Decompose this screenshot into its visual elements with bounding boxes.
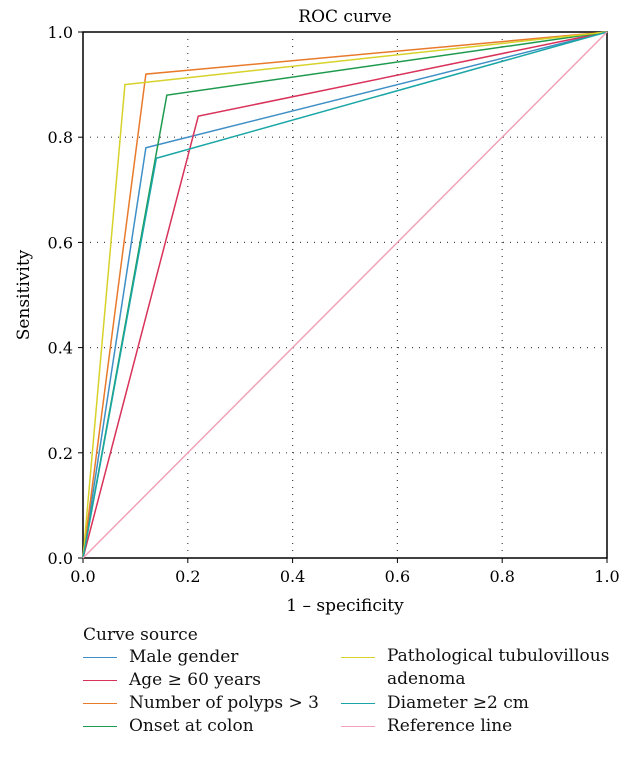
legend-label: Number of polyps > 3 [129, 693, 319, 713]
x-axis-label: 1 – specificity [286, 596, 404, 616]
legend-label: Reference line [387, 716, 513, 736]
legend-swatch [341, 703, 375, 704]
axis-ticks: 0.0 0.2 0.4 0.6 0.8 1.0 0.0 0.2 0.4 0.6 0.8 1.0 [48, 23, 620, 586]
legend-swatch [83, 726, 117, 727]
legend-label: Pathological tubulovillous adenoma [387, 646, 610, 689]
y-tick-label: 1.0 [48, 23, 73, 42]
x-tick-label: 0.4 [280, 567, 305, 586]
x-tick-label: 0.2 [175, 567, 200, 586]
legend-label: Age ≥ 60 years [129, 670, 261, 690]
series-line-male-gender [82, 31, 608, 559]
legend-swatch [341, 657, 375, 658]
legend-label: Onset at colon [129, 716, 254, 736]
x-tick-label: 0.6 [385, 567, 410, 586]
y-tick-label: 0.2 [48, 444, 73, 463]
plot-area [82, 31, 608, 559]
series-line-diameter-2-cm [82, 31, 608, 559]
series-line-reference-line [82, 31, 608, 559]
y-tick-label: 0.8 [48, 128, 73, 147]
x-tick-label: 1.0 [594, 567, 619, 586]
legend-swatch [341, 726, 375, 727]
y-tick-label: 0.0 [48, 549, 73, 568]
chart-title: ROC curve [298, 7, 391, 27]
series-line-number-of-polyps-3 [82, 31, 608, 559]
series-line-age-60-years [82, 31, 608, 559]
legend-label: Male gender [129, 647, 239, 667]
legend-swatch [83, 680, 117, 681]
x-tick-label: 0.0 [70, 567, 95, 586]
legend-swatch [83, 657, 117, 658]
x-tick-label: 0.8 [489, 567, 514, 586]
legend-title: Curve source [83, 625, 198, 645]
legend-swatch [83, 703, 117, 704]
y-axis-label: Sensitivity [14, 249, 34, 340]
y-tick-label: 0.6 [48, 233, 73, 252]
legend-label: Diameter ≥2 cm [387, 693, 529, 713]
series-line-pathological-tubulovillous-adenoma [82, 31, 608, 559]
series-group [82, 31, 608, 559]
y-tick-label: 0.4 [48, 339, 73, 358]
